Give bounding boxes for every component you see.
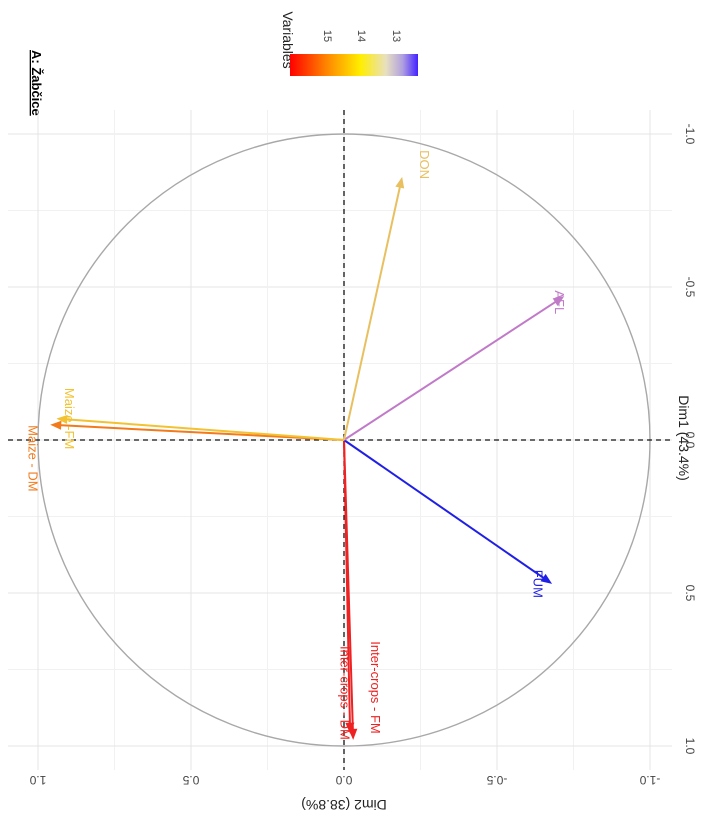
- tick-labels: -1.0 -0.5 0.0 0.5 1.0 -1.0 -0.5 0.0 0.5 1.0: [29, 124, 697, 787]
- legend-gradient-bar: [290, 54, 418, 76]
- arrow-shaft: [343, 439, 546, 580]
- arrow-head: [345, 722, 355, 734]
- arrow-head: [552, 296, 565, 306]
- variable-label: Inter-crops - DM: [338, 646, 353, 740]
- arrow-shaft: [343, 439, 351, 725]
- y-tick-label: -0.5: [486, 773, 507, 787]
- arrow-shaft: [343, 185, 402, 441]
- x-tick-label: -0.5: [683, 277, 697, 298]
- y-tick-label: 0.0: [335, 773, 352, 787]
- variable-arrow: [343, 439, 355, 734]
- y-tick-label: -1.0: [639, 773, 660, 787]
- arrow-shaft: [343, 300, 558, 441]
- variable-arrow: [50, 420, 345, 441]
- x-axis-title: Dim1 (43.4%): [676, 395, 692, 481]
- legend: Variables 15 14 13: [280, 11, 418, 76]
- arrow-head: [50, 420, 62, 430]
- x-tick-label: 1.0: [683, 738, 697, 755]
- arrow-shaft: [59, 424, 345, 441]
- arrow-head: [540, 573, 553, 584]
- variable-arrow: [56, 414, 345, 441]
- panel-title: A: Žabčice: [29, 50, 44, 116]
- x-tick-label: -1.0: [683, 124, 697, 145]
- legend-tick: 14: [355, 30, 367, 42]
- arrow-shaft: [65, 418, 345, 441]
- variable-label: Inter-crops - FM: [368, 641, 383, 733]
- variable-arrow: [343, 176, 405, 441]
- y-tick-label: 1.0: [29, 773, 46, 787]
- y-axis-title: Dim2 (38.8%): [301, 797, 387, 813]
- variable-label: AFL: [552, 290, 567, 314]
- legend-tick: 13: [390, 30, 402, 42]
- arrow-head: [395, 176, 405, 189]
- variable-label: Maize -FM: [62, 388, 77, 449]
- variable-arrow: [343, 439, 553, 584]
- variable-label: DON: [417, 150, 432, 179]
- legend-tick: 15: [321, 30, 333, 42]
- variable-label: FUM: [530, 570, 545, 598]
- zero-lines: [8, 110, 672, 770]
- arrow-head: [56, 414, 68, 424]
- x-tick-label: 0.5: [683, 585, 697, 602]
- variable-label: Maize - DM: [25, 425, 40, 491]
- variable-arrows: Inter-crops - DM Inter-crops - FM FUM Maize…: [25, 150, 567, 740]
- variable-arrow: [343, 296, 565, 441]
- x-tick-label: 0.0: [683, 432, 697, 449]
- y-tick-label: 0.5: [182, 773, 199, 787]
